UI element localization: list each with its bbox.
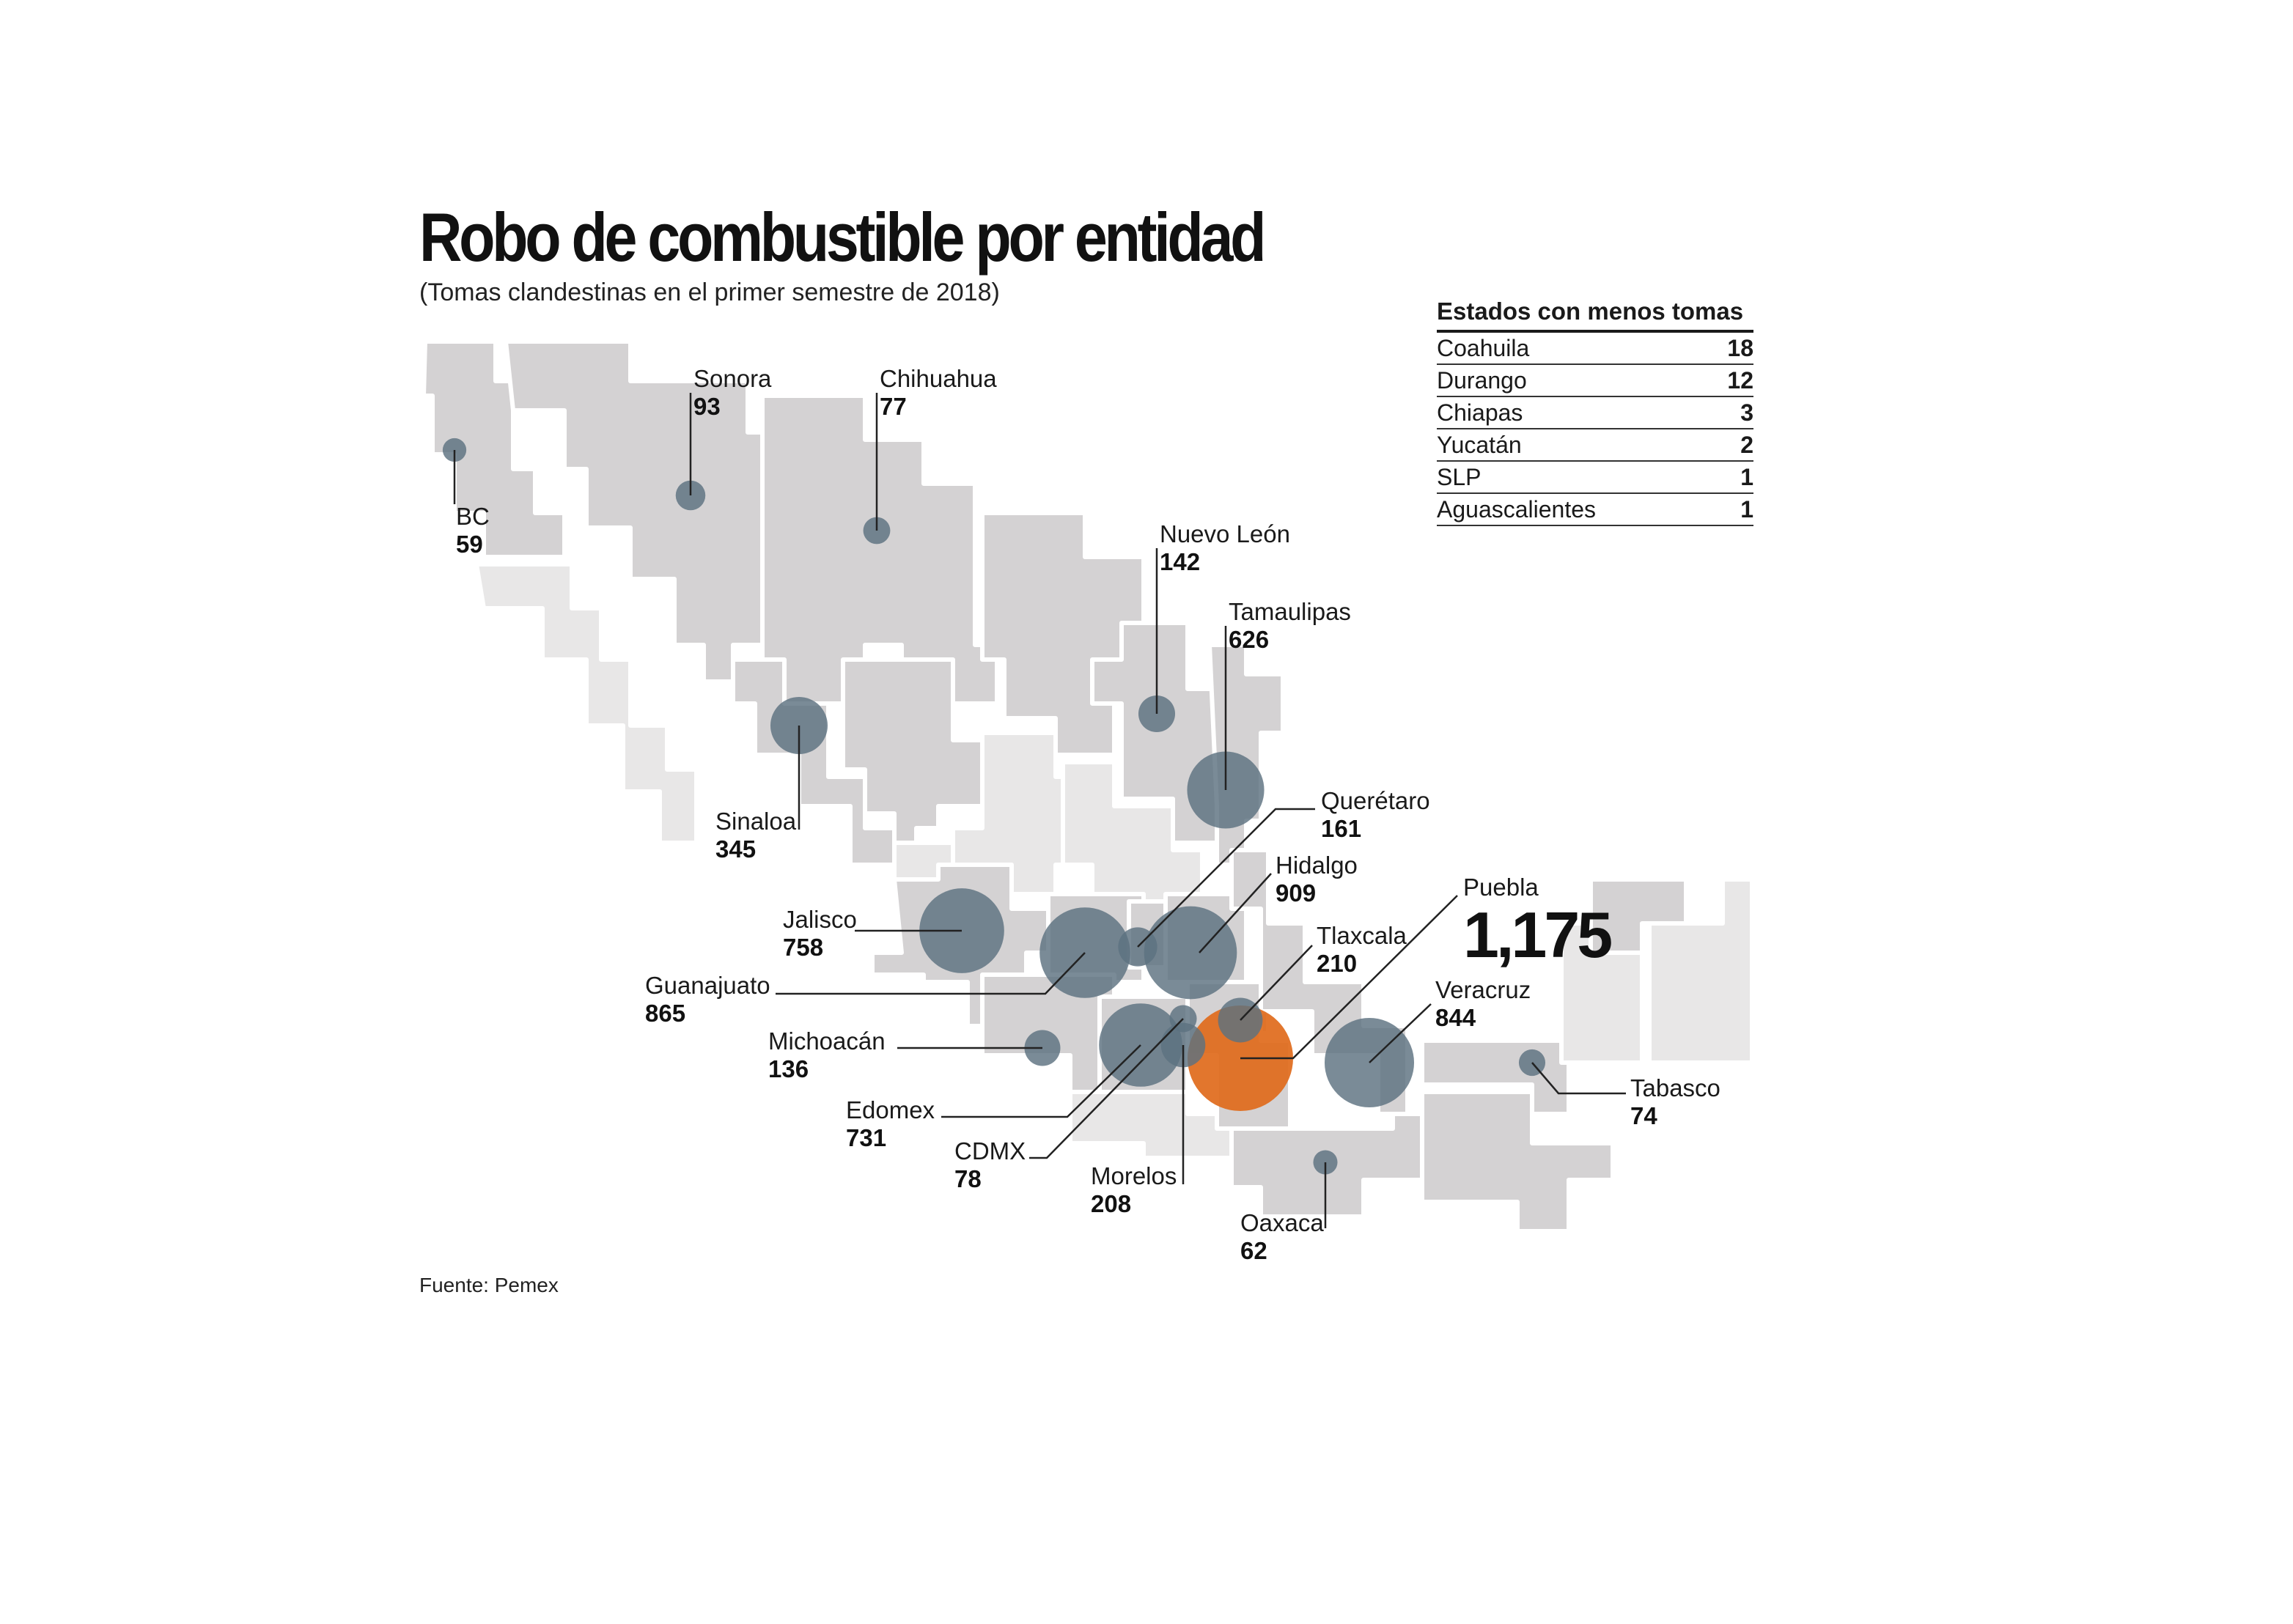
state-name-oaxaca: Oaxaca [1240,1209,1324,1236]
state-name-puebla: Puebla [1463,874,1539,901]
state-name-tabasco: Tabasco [1630,1074,1720,1101]
table-row-value: 1 [1740,464,1753,490]
table-row-name: Coahuila [1437,335,1530,361]
table-row-name: Durango [1437,367,1527,394]
leader-line-cdmx [1029,1018,1184,1159]
state-name-queretaro: Querétaro [1321,787,1430,814]
table-row-value: 12 [1727,367,1753,394]
region-quintana-roo [1647,877,1754,1065]
state-value-michoacan: 136 [768,1055,809,1082]
state-value-morelos: 208 [1091,1190,1131,1217]
table-row-value: 2 [1740,432,1753,458]
state-name-bc: BC [456,503,490,530]
region-chiapas [1420,1090,1615,1233]
state-value-hidalgo: 909 [1276,879,1316,907]
leader-line-guanajuato [776,952,1086,995]
region-nuevo-leon [1090,621,1219,845]
page-subtitle: (Tomas clandestinas en el primer semestr… [419,278,1000,306]
leader-line-tlaxcala [1240,945,1313,1021]
region-bcs [474,562,699,845]
state-value-queretaro: 161 [1321,815,1361,842]
state-name-jalisco: Jalisco [783,906,857,933]
region-sonora [504,339,765,684]
state-name-veracruz: Veracruz [1435,976,1531,1003]
state-name-sinaloa: Sinaloa [715,808,797,835]
region-guerrero [1068,1090,1234,1160]
state-value-cdmx: 78 [954,1165,982,1192]
leader-line-puebla [1240,895,1458,1060]
leader-line-hidalgo [1199,873,1272,953]
state-name-michoacan: Michoacán [768,1027,886,1055]
region-durango [841,657,984,867]
state-value-tlaxcala: 210 [1317,950,1357,977]
leader-line-tabasco [1531,1062,1626,1095]
state-value-tabasco: 74 [1630,1102,1657,1129]
table-row: Durango 12 [1437,365,1753,397]
table-row-value: 1 [1740,496,1753,523]
table-row: Coahuila 18 [1437,333,1753,365]
state-value-guanajuato: 865 [645,1000,685,1027]
state-value-tamaulipas: 626 [1229,626,1269,653]
state-name-tlaxcala: Tlaxcala [1317,922,1407,949]
table-row-value: 3 [1740,399,1753,426]
leader-line-queretaro [1137,808,1315,948]
table-row-name: Aguascalientes [1437,496,1597,523]
state-value-sonora: 93 [693,393,721,420]
state-name-nuevo-leon: Nuevo León [1160,520,1290,547]
state-value-jalisco: 758 [783,934,823,961]
state-value-chihuahua: 77 [880,393,907,420]
page-title: Robo de combustible por entidad [419,199,1266,276]
table-row: Yucatán 2 [1437,429,1753,462]
leader-lines-layer [453,393,1626,1228]
state-name-sonora: Sonora [693,365,772,392]
region-yucatan [1589,877,1688,955]
least-taps-table: Estados con menos tomas Coahuila 18 Duran… [1437,298,1753,526]
leader-line-veracruz [1369,1003,1432,1063]
state-value-oaxaca: 62 [1240,1237,1267,1264]
state-value-sinaloa: 345 [715,835,756,863]
state-name-edomex: Edomex [846,1096,935,1123]
state-value-puebla: 1,175 [1463,898,1611,971]
table-row: SLP 1 [1437,462,1753,494]
state-name-tamaulipas: Tamaulipas [1229,598,1351,625]
table-row: Chiapas 3 [1437,397,1753,429]
table-row: Aguascalientes 1 [1437,494,1753,526]
state-value-nuevo-leon: 142 [1160,548,1200,575]
state-value-veracruz: 844 [1435,1004,1476,1031]
state-value-edomex: 731 [846,1124,886,1151]
state-name-morelos: Morelos [1091,1162,1177,1189]
least-taps-table-rows: Coahuila 18 Durango 12 Chiapas 3 Yucatán 2 S… [1437,333,1753,526]
source-note: Fuente: Pemex [419,1274,559,1296]
map-land [422,339,1754,1233]
state-value-bc: 59 [456,531,483,558]
region-bc [422,339,567,559]
state-name-hidalgo: Hidalgo [1276,852,1358,879]
least-taps-table-heading: Estados con menos tomas [1437,298,1753,333]
table-row-name: Chiapas [1437,399,1523,426]
state-name-guanajuato: Guanajuato [645,972,770,999]
state-name-cdmx: CDMX [954,1137,1026,1165]
leader-line-edomex [941,1044,1141,1118]
table-row-value: 18 [1727,335,1753,361]
state-name-chihuahua: Chihuahua [880,365,997,392]
table-row-name: SLP [1437,464,1482,490]
bubble-hidalgo [1144,906,1237,1000]
table-row-name: Yucatán [1437,432,1522,458]
